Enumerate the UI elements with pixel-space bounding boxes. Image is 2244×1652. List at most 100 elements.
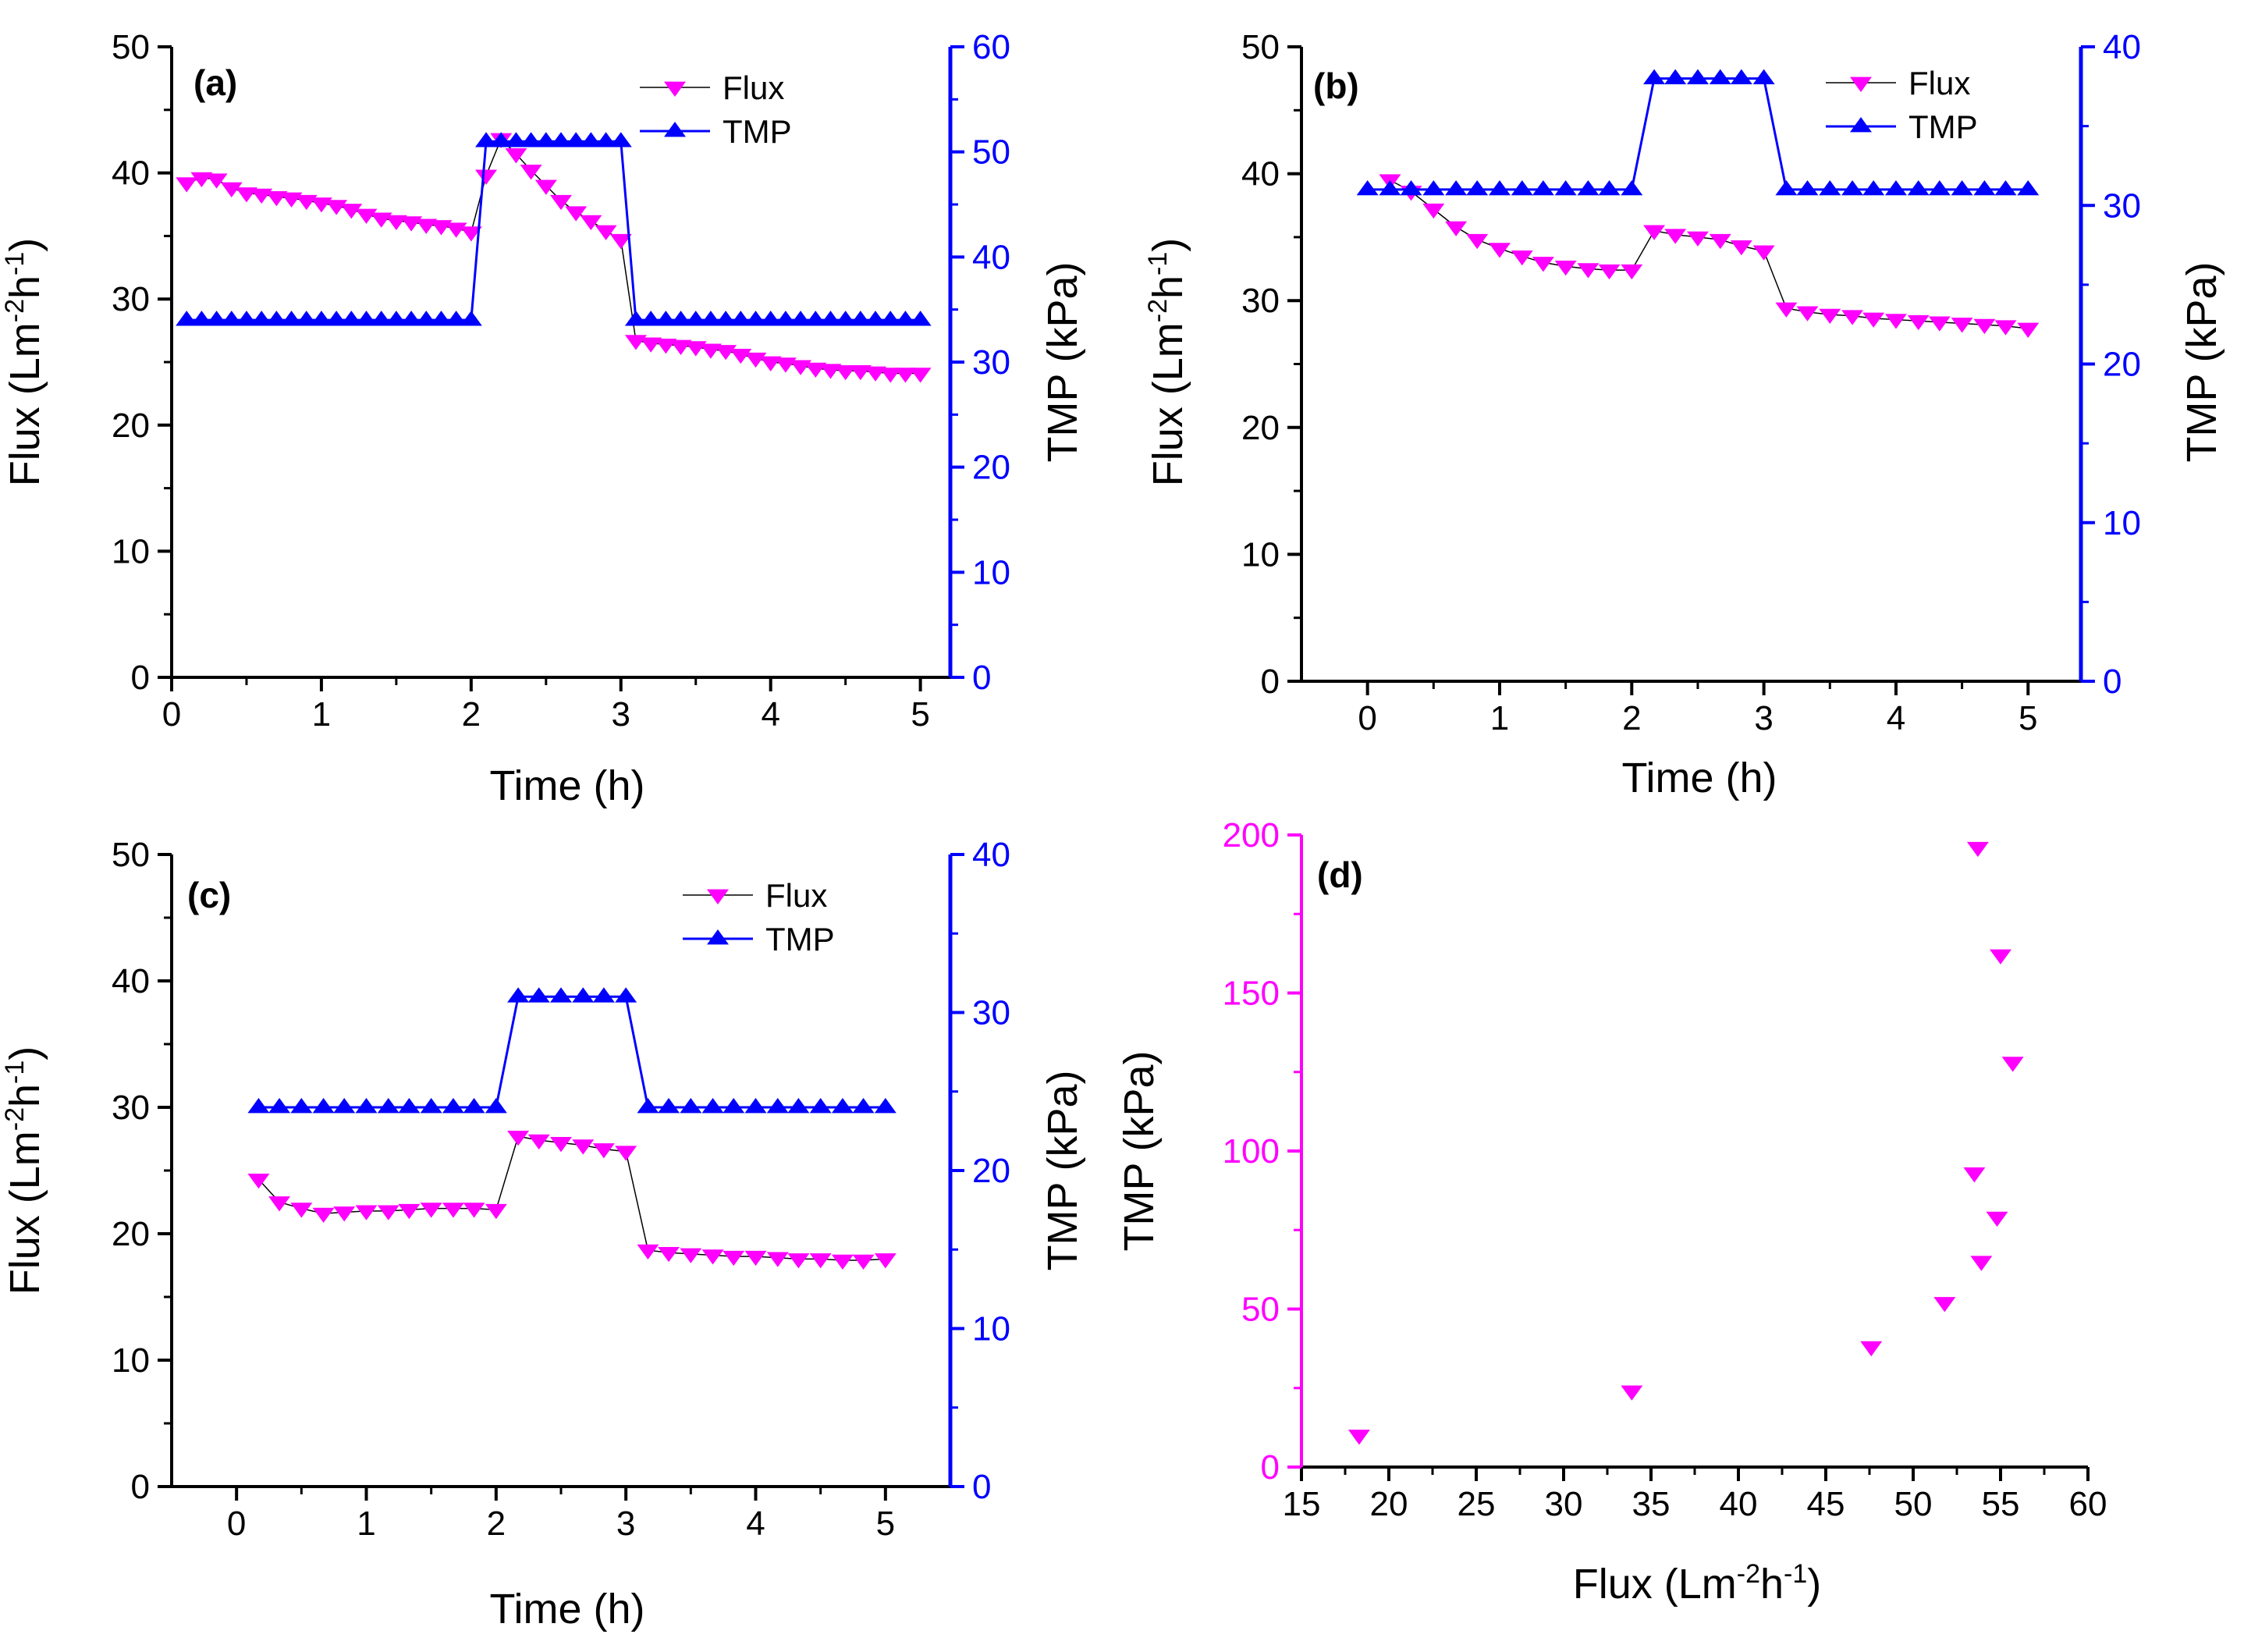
tmp-point: [1466, 179, 1489, 196]
flux-point: [580, 215, 602, 230]
x-tick-label: 2: [487, 1505, 506, 1543]
flux-point: [205, 173, 228, 189]
y2-tick-label: 40: [972, 836, 1010, 874]
flux-point: [1862, 312, 1885, 328]
tmp-point: [1577, 179, 1600, 196]
flux-point: [1819, 308, 1841, 325]
flux-point: [766, 1252, 789, 1267]
x-tick-label: 4: [746, 1505, 765, 1543]
flux-point: [787, 1253, 810, 1269]
legend-marker: [1850, 76, 1872, 92]
flux-point: [385, 215, 407, 230]
y-tick-label: 100: [1223, 1132, 1280, 1171]
legend-marker: [1850, 117, 1872, 133]
tmp-point: [1532, 179, 1554, 196]
tmp-point: [1928, 179, 1951, 196]
tmp-point: [766, 1098, 789, 1114]
panel-label: (b): [1313, 66, 1359, 106]
tmp-point: [865, 311, 887, 326]
flux-point: [1532, 257, 1554, 272]
x-tick-label: 0: [162, 695, 181, 734]
label-part: ): [1145, 238, 1191, 252]
tmp-point: [1445, 179, 1468, 196]
x-tick-label: 45: [1807, 1485, 1845, 1523]
tmp-point: [310, 311, 332, 326]
tmp-point: [247, 1098, 270, 1114]
y-axis-title: TMP (kPa): [1116, 1050, 1163, 1251]
flux-point: [325, 200, 348, 215]
tmp-point: [385, 311, 407, 326]
tmp-point: [759, 311, 782, 326]
tmp-point: [669, 311, 692, 326]
flux-point: [415, 218, 438, 234]
x-tick-label: 40: [1720, 1485, 1758, 1523]
flux-point: [485, 1203, 507, 1220]
flux-point: [819, 364, 842, 379]
legend-label: Flux: [1908, 65, 1970, 101]
tmp-point: [1796, 179, 1819, 196]
label-part: h: [2, 275, 48, 299]
tmp-point: [377, 1098, 399, 1114]
tmp-point: [684, 311, 707, 326]
tmp-point: [640, 311, 662, 326]
flux-point: [1730, 240, 1752, 256]
tmp-point: [1862, 179, 1885, 196]
y2-tick-label: 0: [2103, 663, 2122, 701]
flux-point: [190, 172, 213, 188]
tmp-point: [505, 132, 527, 147]
flux-point: [1621, 1385, 1643, 1401]
x-tick-label: 1: [357, 1505, 375, 1543]
y-tick-label: 40: [112, 155, 150, 193]
tmp-point: [1511, 179, 1533, 196]
y-tick-label: 10: [1241, 535, 1280, 574]
flux-point: [809, 1253, 832, 1269]
legend-label: TMP: [1908, 108, 1978, 145]
x-axis-title: Time (h): [490, 762, 645, 809]
tmp-point: [527, 987, 550, 1003]
flux-point: [1933, 1297, 1956, 1313]
label-part: ): [1807, 1561, 1821, 1608]
label-superscript: -2: [1737, 1559, 1760, 1589]
tmp-point: [442, 1098, 464, 1114]
series-tmp: [1356, 69, 2040, 196]
flux-point: [565, 206, 588, 222]
tmp-point: [744, 1098, 767, 1114]
flux-point: [1466, 233, 1489, 250]
flux-point: [637, 1244, 659, 1260]
x-tick-label: 35: [1632, 1485, 1671, 1523]
x-tick-label: 4: [761, 695, 779, 734]
tmp-point: [340, 311, 363, 326]
flux-point: [1664, 229, 1687, 244]
y-tick-label: 50: [1241, 28, 1280, 66]
tmp-point: [550, 987, 572, 1003]
tmp-point: [355, 311, 378, 326]
flux-point: [1796, 306, 1819, 322]
tmp-point: [280, 311, 303, 326]
flux-point: [715, 345, 737, 361]
flux-point: [507, 1130, 530, 1146]
tmp-point: [460, 311, 482, 326]
tmp-point: [2017, 179, 2040, 196]
tmp-point: [1356, 179, 1379, 196]
y-tick-label: 20: [112, 1215, 150, 1253]
y2-tick-label: 60: [972, 28, 1010, 66]
label-part: Flux (Lm: [1573, 1561, 1737, 1608]
flux-point: [1577, 263, 1600, 279]
y2-tick-label: 20: [972, 449, 1010, 487]
y2-tick-label: 50: [972, 133, 1010, 172]
x-tick-label: 20: [1370, 1485, 1408, 1523]
tmp-point: [595, 132, 617, 147]
flux-point: [1598, 264, 1621, 280]
y2-tick-label: 20: [2103, 346, 2141, 384]
x-axis-title: Time (h): [490, 1586, 645, 1632]
flux-point: [609, 233, 632, 250]
y2-axis-title: TMP (kPa): [1039, 1070, 1086, 1270]
tmp-point: [834, 311, 857, 326]
series-flux: [247, 1130, 897, 1270]
flux-point: [1775, 302, 1798, 318]
flux-point: [834, 364, 857, 381]
label-superscript: -1: [0, 1060, 30, 1084]
flux-point: [1928, 316, 1951, 332]
tmp-point: [1951, 179, 1973, 196]
